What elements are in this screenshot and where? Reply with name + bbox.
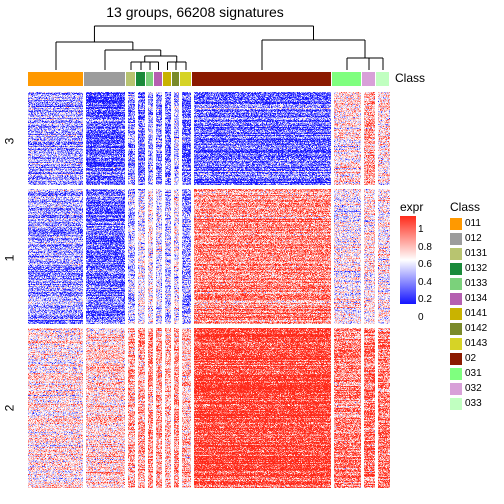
class-label: 011 — [465, 218, 481, 229]
heatmap-col-sep — [361, 92, 364, 488]
heatmap-col-sep — [135, 92, 138, 488]
class-swatch — [450, 368, 462, 380]
class-bar-seg — [126, 72, 136, 86]
class-bar-seg — [362, 72, 376, 86]
class-bar-seg — [154, 72, 163, 86]
class-swatch — [450, 248, 462, 260]
heatmap-col-sep — [375, 92, 378, 488]
heatmap-col-sep — [145, 92, 148, 488]
class-legend-row: 012 — [450, 231, 502, 246]
class-legend-title: Class — [450, 200, 502, 216]
heatmap-col-sep — [83, 92, 86, 488]
class-legend-row: 02 — [450, 351, 502, 366]
class-legend-row: 011 — [450, 216, 502, 231]
class-label: 0142 — [465, 323, 487, 334]
class-legend-row: 0142 — [450, 321, 502, 336]
heatmap-col-sep — [171, 92, 174, 488]
row-group-label: 1 — [2, 254, 16, 261]
class-bar-seg — [84, 72, 126, 86]
expr-tick: 0.6 — [418, 260, 432, 270]
class-swatch — [450, 278, 462, 290]
class-bar-seg — [172, 72, 180, 86]
heatmap-col-sep — [153, 92, 156, 488]
class-label: 0134 — [465, 293, 487, 304]
class-label: 02 — [465, 353, 476, 364]
class-label: 031 — [465, 368, 482, 379]
class-swatch — [450, 233, 462, 245]
class-swatch — [450, 263, 462, 275]
class-legend-row: 0132 — [450, 261, 502, 276]
class-label: 0133 — [465, 278, 487, 289]
class-bar-seg — [192, 72, 332, 86]
class-swatch — [450, 383, 462, 395]
expr-tick: 0.2 — [418, 295, 432, 305]
expr-legend: expr 10.80.60.40.20 — [400, 200, 448, 304]
class-bar-seg — [136, 72, 146, 86]
class-bar-seg — [180, 72, 192, 86]
heatmap-col-sep — [331, 92, 334, 488]
expr-tick: 0 — [418, 313, 424, 323]
class-legend-row: 0134 — [450, 291, 502, 306]
class-swatch — [450, 338, 462, 350]
class-bar-seg — [163, 72, 172, 86]
heatmap-col-sep — [191, 92, 194, 488]
class-label: 0143 — [465, 338, 487, 349]
figure-root: 13 groups, 66208 signatures Class expr 1… — [0, 0, 504, 504]
heatmap-col-sep — [179, 92, 182, 488]
expr-tick: 0.4 — [418, 278, 432, 288]
class-swatch — [450, 293, 462, 305]
class-swatch — [450, 398, 462, 410]
class-label: 012 — [465, 233, 482, 244]
expr-legend-title: expr — [400, 200, 448, 216]
class-label: 0131 — [465, 248, 487, 259]
class-legend-row: 033 — [450, 396, 502, 411]
expr-tick: 0.8 — [418, 243, 432, 253]
class-bar-seg — [146, 72, 154, 86]
heatmap-col-sep — [125, 92, 128, 488]
row-group-label: 2 — [2, 405, 16, 412]
class-label: 032 — [465, 383, 482, 394]
expr-tick: 1 — [418, 225, 424, 235]
class-label: 0132 — [465, 263, 487, 274]
figure-title: 13 groups, 66208 signatures — [0, 4, 390, 20]
class-legend-row: 032 — [450, 381, 502, 396]
expr-gradient — [400, 216, 416, 304]
class-bar-seg — [332, 72, 362, 86]
class-label: 033 — [465, 398, 482, 409]
class-bar-seg — [28, 72, 84, 86]
class-legend-row: 0131 — [450, 246, 502, 261]
class-legend-row: 031 — [450, 366, 502, 381]
class-bar-seg — [376, 72, 390, 86]
class-bar-label: Class — [395, 71, 425, 85]
class-swatch — [450, 218, 462, 230]
class-swatch — [450, 323, 462, 335]
column-dendrogram — [28, 22, 390, 70]
class-swatch — [450, 353, 462, 365]
class-label: 0141 — [465, 308, 487, 319]
class-color-bar — [28, 72, 390, 86]
class-legend-row: 0133 — [450, 276, 502, 291]
class-legend-row: 0141 — [450, 306, 502, 321]
row-group-label: 3 — [2, 137, 16, 144]
class-swatch — [450, 308, 462, 320]
heatmap-col-sep — [162, 92, 165, 488]
class-legend: Class 011 012 0131 0132 0133 0134 0141 0142 0143… — [450, 200, 502, 411]
class-legend-row: 0143 — [450, 336, 502, 351]
